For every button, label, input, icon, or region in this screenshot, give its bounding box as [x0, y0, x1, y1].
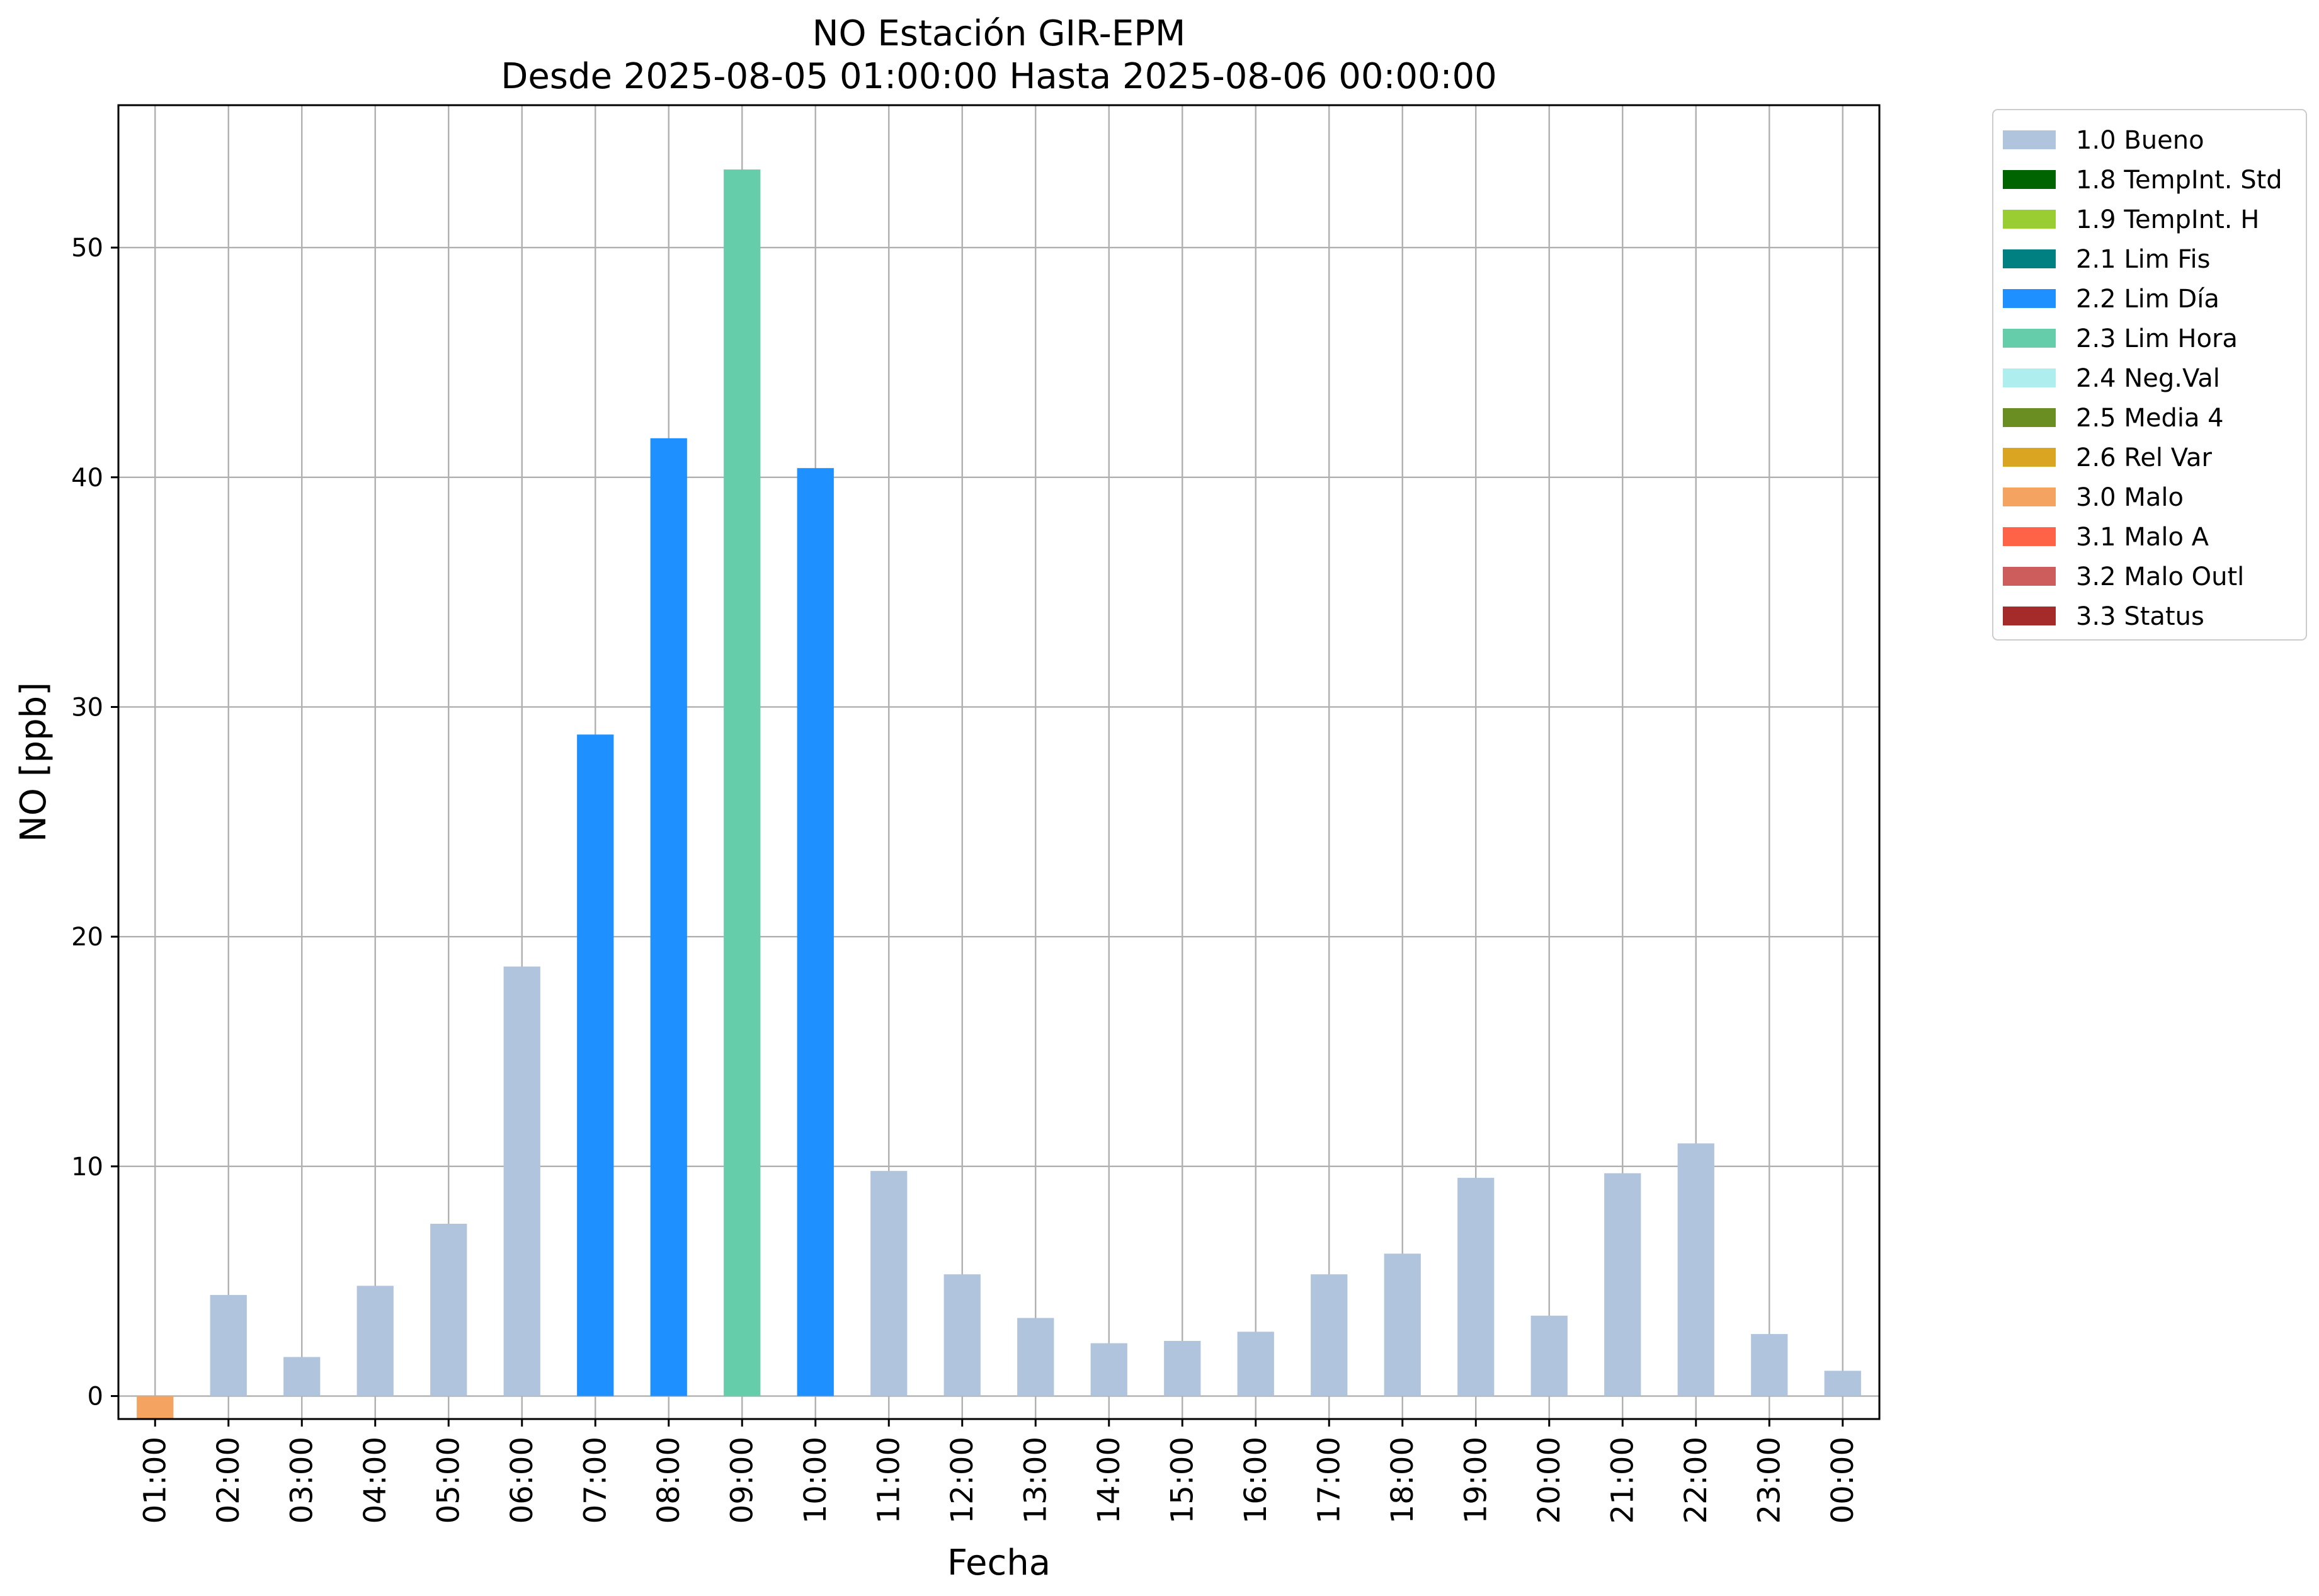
x-tick-label-20: 21:00	[1605, 1437, 1640, 1524]
bar-2300	[1751, 1334, 1788, 1396]
legend-swatch-9	[2003, 487, 2056, 506]
bar-1200	[943, 1274, 981, 1396]
legend-frame	[1992, 109, 2307, 641]
x-tick-label-17: 18:00	[1385, 1437, 1420, 1524]
legend-label-5: 2.3 Lim Hora	[2076, 324, 2238, 353]
y-tick-label-0: 0	[88, 1382, 103, 1411]
bar-0200	[210, 1295, 247, 1396]
plot-frame	[117, 104, 1881, 1420]
legend-label-0: 1.0 Bueno	[2076, 126, 2204, 155]
bar-1900	[1457, 1178, 1495, 1396]
legend-label-1: 1.8 TempInt. Std	[2076, 166, 2282, 195]
y-tick-label-2: 20	[71, 923, 103, 952]
x-tick-label-18: 19:00	[1458, 1437, 1493, 1524]
x-axis-label: Fecha	[947, 1542, 1051, 1583]
y-tick-label-1: 10	[71, 1153, 103, 1182]
legend-label-10: 3.1 Malo A	[2076, 523, 2209, 552]
legend: 1.0 Bueno 1.8 TempInt. Std 1.9 TempInt. H 2…	[1992, 109, 2307, 641]
x-tick-label-5: 06:00	[504, 1437, 540, 1524]
y-tick-label-3: 30	[71, 693, 103, 722]
x-tick-label-7: 08:00	[651, 1437, 687, 1524]
x-tick-label-16: 17:00	[1311, 1437, 1347, 1524]
legend-swatch-1	[2003, 170, 2056, 189]
x-tick-label-12: 13:00	[1018, 1437, 1053, 1524]
legend-label-11: 3.2 Malo Outl	[2076, 562, 2244, 591]
legend-swatch-12	[2003, 607, 2056, 625]
bar-2000	[1530, 1315, 1568, 1396]
x-tick-label-0: 01:00	[137, 1437, 173, 1524]
bar-1300	[1017, 1318, 1054, 1396]
legend-swatch-6	[2003, 368, 2056, 387]
x-tick-label-1: 02:00	[211, 1437, 246, 1524]
x-tick-label-9: 10:00	[798, 1437, 833, 1524]
bar-1700	[1311, 1274, 1348, 1396]
legend-label-12: 3.3 Status	[2076, 602, 2204, 631]
legend-label-6: 2.4 Neg.Val	[2076, 364, 2220, 393]
bar-0600	[503, 966, 540, 1396]
x-tick-label-21: 22:00	[1678, 1437, 1714, 1524]
y-axis-ticks: 0 10 20 30 40 50	[71, 234, 118, 1411]
x-tick-label-11: 12:00	[945, 1437, 980, 1524]
legend-label-3: 2.1 Lim Fis	[2076, 245, 2210, 274]
x-tick-label-19: 20:00	[1532, 1437, 1567, 1524]
legend-swatch-11	[2003, 567, 2056, 586]
y-tick-label-4: 40	[71, 464, 103, 493]
bar-1500	[1164, 1341, 1201, 1396]
bar-2200	[1677, 1143, 1714, 1396]
bar-0000	[1824, 1371, 1861, 1396]
bar-1100	[870, 1171, 908, 1396]
legend-swatch-2	[2003, 210, 2056, 229]
x-tick-label-10: 11:00	[871, 1437, 906, 1524]
legend-label-4: 2.2 Lim Día	[2076, 285, 2219, 314]
legend-label-9: 3.0 Malo	[2076, 483, 2184, 512]
x-tick-label-2: 03:00	[284, 1437, 319, 1524]
bar-0900	[724, 169, 761, 1396]
bar-2100	[1604, 1173, 1641, 1396]
legend-swatch-10	[2003, 527, 2056, 546]
legend-swatch-5	[2003, 329, 2056, 348]
y-axis-label: NO [ppb]	[13, 682, 54, 842]
legend-label-7: 2.5 Media 4	[2076, 404, 2224, 433]
y-tick-label-5: 50	[71, 234, 103, 263]
chart-title: NO Estación GIR-EPM	[812, 13, 1186, 54]
x-tick-label-4: 05:00	[431, 1437, 466, 1524]
x-tick-label-8: 09:00	[724, 1437, 760, 1524]
x-tick-label-15: 16:00	[1238, 1437, 1273, 1524]
bars	[137, 169, 1861, 1419]
bar-0300	[283, 1357, 321, 1396]
x-tick-label-6: 07:00	[578, 1437, 613, 1524]
bar-0100	[137, 1396, 174, 1419]
bar-1400	[1090, 1343, 1127, 1396]
legend-entries: 1.0 Bueno 1.8 TempInt. Std 1.9 TempInt. H 2…	[2003, 126, 2282, 631]
bar-0800	[650, 438, 687, 1396]
bar-0500	[430, 1224, 467, 1396]
bar-1600	[1237, 1331, 1274, 1396]
legend-swatch-3	[2003, 249, 2056, 268]
legend-swatch-0	[2003, 130, 2056, 149]
legend-label-8: 2.6 Rel Var	[2076, 443, 2213, 472]
bar-0700	[577, 734, 614, 1396]
chart-subtitle: Desde 2025-08-05 01:00:00 Hasta 2025-08-…	[501, 56, 1497, 97]
x-tick-label-23: 00:00	[1825, 1437, 1860, 1524]
legend-swatch-7	[2003, 408, 2056, 427]
x-tick-label-22: 23:00	[1752, 1437, 1787, 1524]
legend-label-2: 1.9 TempInt. H	[2076, 205, 2259, 234]
x-tick-label-3: 04:00	[358, 1437, 393, 1524]
x-tick-label-14: 15:00	[1165, 1437, 1200, 1524]
bar-0400	[356, 1285, 394, 1396]
bar-1800	[1384, 1253, 1421, 1396]
legend-swatch-4	[2003, 289, 2056, 308]
x-axis-ticks: 01:00 02:00 03:00 04:00 05:00 06:00 07:00 08:00…	[137, 1419, 1860, 1524]
x-tick-label-13: 14:00	[1091, 1437, 1127, 1524]
bar-1000	[797, 468, 834, 1396]
legend-swatch-8	[2003, 448, 2056, 467]
